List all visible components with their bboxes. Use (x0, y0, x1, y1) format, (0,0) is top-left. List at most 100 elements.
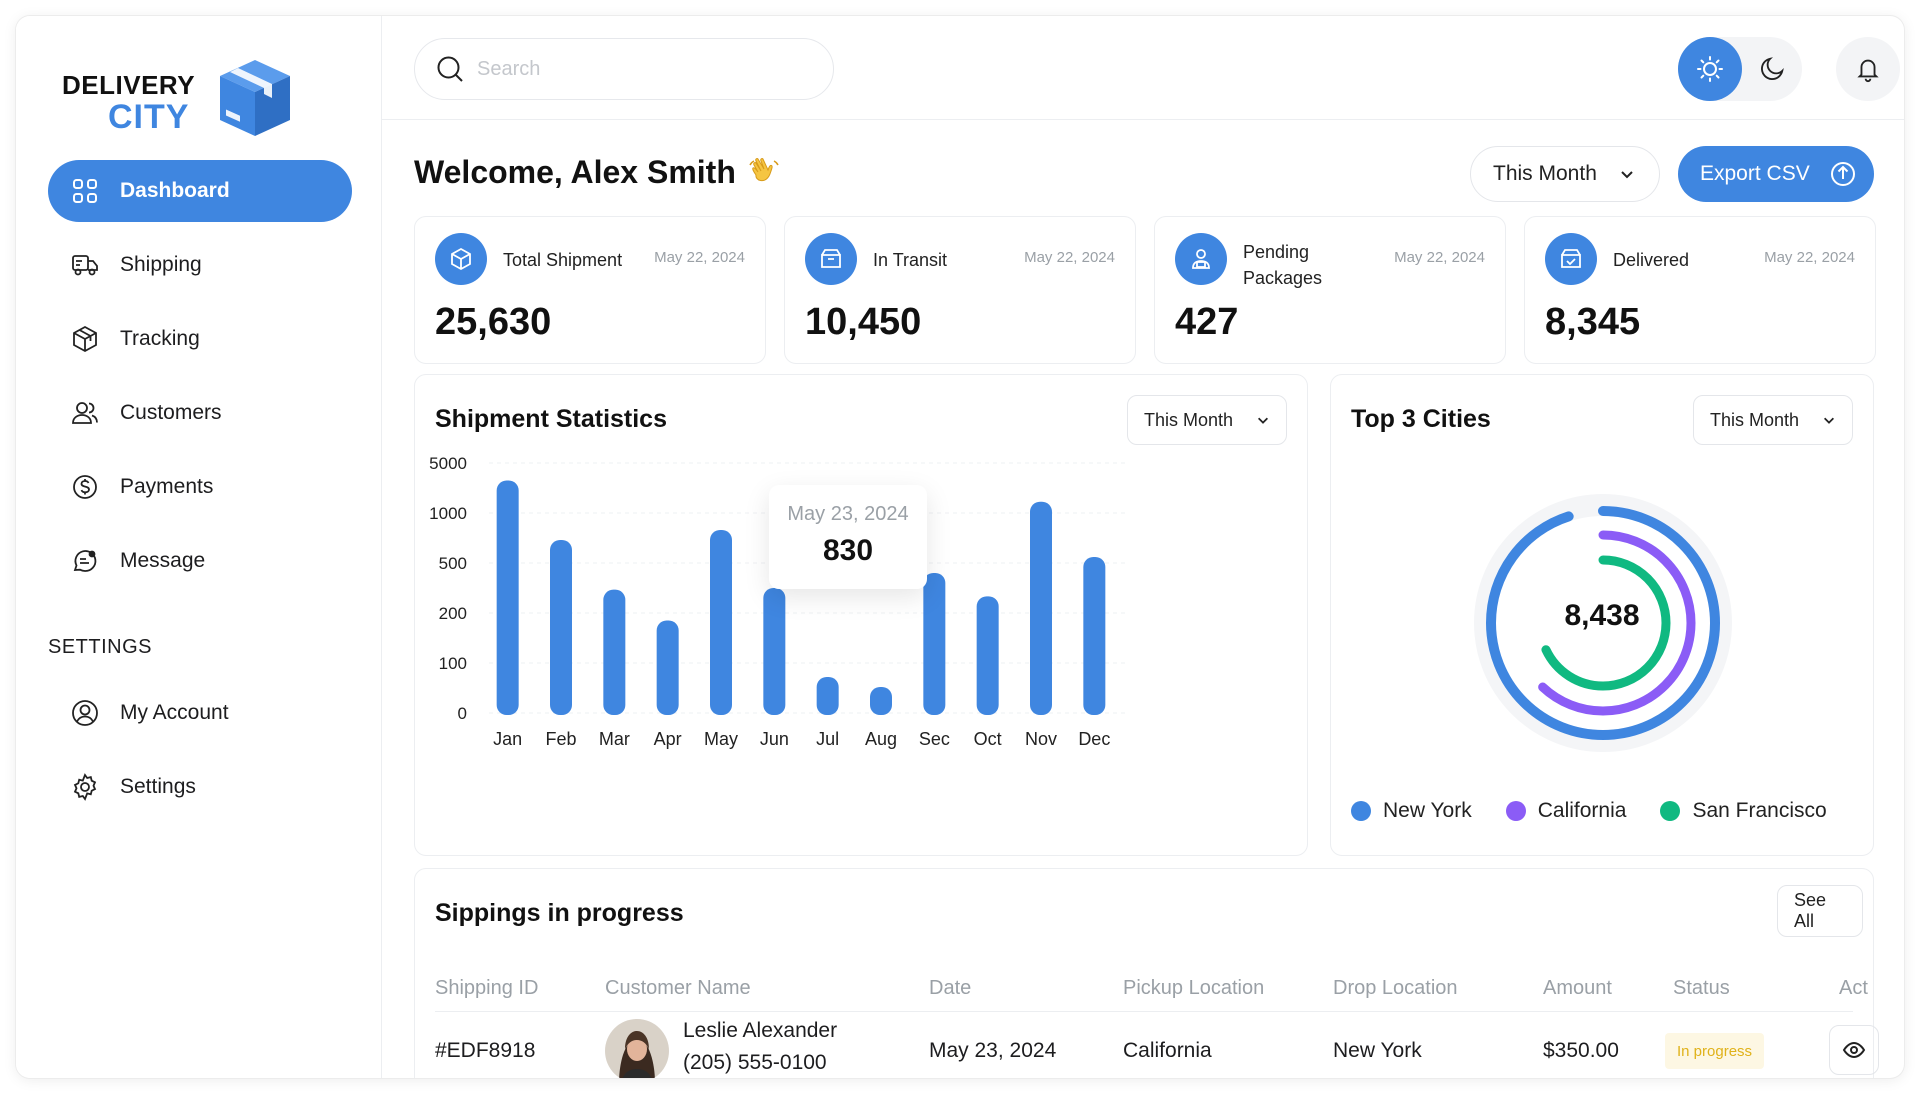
theme-toggle[interactable] (1678, 37, 1802, 101)
ring-arc[interactable] (1486, 506, 1720, 740)
column-header[interactable]: Date (929, 977, 972, 999)
chevron-down-icon (1258, 417, 1268, 424)
stat-card-pending-packages[interactable]: Pending Packages May 22, 2024 427 (1154, 216, 1506, 364)
cities-period-value: This Month (1710, 409, 1800, 430)
top-bar (382, 16, 1904, 120)
x-tick-label: Jan (493, 729, 522, 749)
y-tick-label: 0 (458, 704, 467, 723)
bar[interactable] (923, 573, 946, 715)
search-input[interactable] (477, 57, 797, 81)
bar[interactable] (1083, 557, 1106, 715)
drop-location: New York (1333, 1039, 1422, 1062)
view-action-button[interactable] (1829, 1025, 1879, 1075)
see-all-button[interactable]: See All (1777, 885, 1863, 937)
sidebar-item-dashboard[interactable]: Dashboard (48, 160, 352, 222)
stat-label: Delivered (1613, 250, 1690, 270)
column-header[interactable]: Customer Name (605, 977, 751, 999)
period-select[interactable]: This Month (1470, 146, 1660, 202)
sidebar-item-label: Dashboard (120, 179, 230, 202)
x-tick-label: Dec (1078, 729, 1110, 749)
stat-label: Pending Packages (1243, 242, 1323, 288)
stat-value: 427 (1175, 301, 1239, 343)
cities-period-select[interactable]: This Month (1693, 395, 1853, 445)
column-header[interactable]: Amount (1543, 977, 1612, 999)
bar[interactable] (710, 530, 732, 715)
user-circle-icon (70, 698, 100, 728)
x-tick-label: Oct (974, 729, 1002, 749)
shipping-id: #EDF8918 (435, 1039, 536, 1062)
brand-line1: DELIVERY (62, 70, 196, 100)
sidebar-item-customers[interactable]: Customers (48, 382, 352, 444)
divider (435, 1011, 1853, 1012)
app-window: DELIVERY CITY Dashboard (16, 16, 1904, 1078)
bar[interactable] (656, 620, 679, 716)
shipment-bar-chart: 0 100 200 500 1000 5000 Jan Feb Mar Apr May Jun Jul A… (429, 454, 1129, 749)
sidebar: DELIVERY CITY Dashboard (16, 16, 382, 1078)
bar[interactable] (603, 589, 626, 715)
chart-tooltip: May 23, 2024 830 (769, 485, 927, 589)
column-header[interactable]: Drop Location (1333, 977, 1458, 999)
light-mode-button[interactable] (1678, 37, 1742, 101)
bell-icon (1857, 59, 1879, 83)
bar[interactable] (550, 540, 572, 715)
stats-period-select[interactable]: This Month (1127, 395, 1287, 445)
stats-period-value: This Month (1144, 409, 1234, 430)
avatar (605, 1019, 669, 1078)
sidebar-item-my-account[interactable]: My Account (48, 682, 352, 744)
settings-nav: My Account Settings (48, 682, 352, 830)
ring-arc[interactable] (1535, 555, 1671, 691)
dollar-circle-icon (70, 472, 100, 502)
stat-date: May 22, 2024 (1024, 249, 1115, 266)
brand-wordmark: DELIVERY CITY (62, 72, 195, 134)
ring-background (1474, 494, 1732, 752)
x-tick-label: May (704, 729, 738, 749)
moon-icon (1761, 57, 1784, 80)
bar[interactable] (496, 480, 519, 716)
dark-mode-button[interactable] (1740, 37, 1804, 101)
box-icon (435, 233, 487, 285)
ring-arc[interactable] (1510, 530, 1696, 716)
y-tick-label: 500 (439, 554, 467, 573)
stat-card-delivered[interactable]: Delivered May 22, 2024 8,345 (1524, 216, 1876, 364)
column-header[interactable]: Act (1839, 977, 1868, 999)
stat-card-total-shipment[interactable]: Total Shipment May 22, 2024 25,630 (414, 216, 766, 364)
stat-date: May 22, 2024 (1394, 249, 1485, 266)
sidebar-item-message[interactable]: Message (48, 530, 352, 592)
eye-icon (1842, 1041, 1866, 1059)
column-header[interactable]: Pickup Location (1123, 977, 1265, 999)
stat-card-in-transit[interactable]: In Transit May 22, 2024 10,450 (784, 216, 1136, 364)
sidebar-item-payments[interactable]: Payments (48, 456, 352, 518)
stat-label: Total Shipment (503, 250, 623, 270)
y-tick-label: 200 (439, 604, 467, 623)
sidebar-item-settings[interactable]: Settings (48, 756, 352, 818)
status-badge: In progress (1665, 1033, 1765, 1069)
bar[interactable] (816, 677, 839, 715)
brand-logo[interactable]: DELIVERY CITY (62, 58, 302, 148)
bar[interactable] (1030, 501, 1052, 715)
cities-legend: New York California San Francisco (1351, 799, 1861, 823)
column-header[interactable]: Shipping ID (435, 977, 539, 999)
notifications-button[interactable] (1836, 37, 1900, 101)
waving-hand-icon (749, 157, 779, 181)
column-header[interactable]: Status (1673, 977, 1730, 999)
sidebar-item-tracking[interactable]: Tracking (48, 308, 352, 370)
legend-label: New York (1383, 799, 1472, 822)
search-box[interactable] (414, 38, 834, 100)
legend-item: California (1505, 799, 1626, 823)
export-csv-button[interactable]: Export CSV (1678, 146, 1874, 202)
bar[interactable] (763, 588, 786, 715)
export-label: Export CSV (1700, 162, 1810, 185)
panel-title: Sippings in progress (435, 899, 684, 927)
stat-date: May 22, 2024 (1764, 249, 1855, 266)
chevron-down-icon (1621, 171, 1633, 179)
legend-item: San Francisco (1660, 799, 1827, 823)
legend-dot (1660, 801, 1681, 821)
shipment-statistics-panel: Shipment Statistics This Month 0 100 200 50… (414, 374, 1308, 856)
x-tick-label: Apr (654, 729, 682, 749)
bar[interactable] (870, 687, 892, 715)
ring-center-value: 8,438 (1564, 599, 1640, 632)
pickup-location: California (1123, 1039, 1212, 1062)
bar[interactable] (976, 596, 999, 715)
panel-title: Shipment Statistics (435, 405, 667, 433)
sidebar-item-shipping[interactable]: Shipping (48, 234, 352, 296)
